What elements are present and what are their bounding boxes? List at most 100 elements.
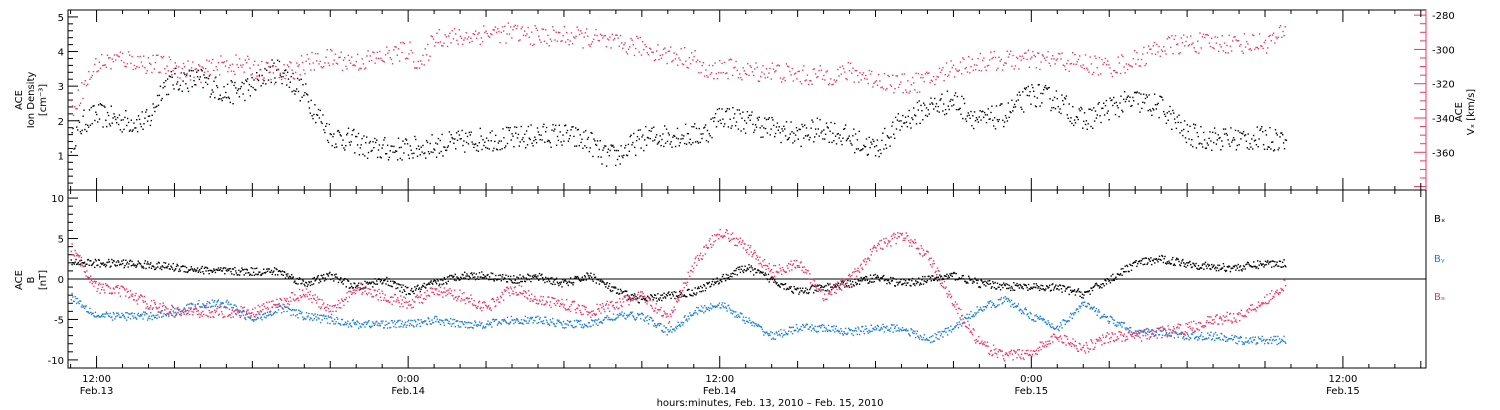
bx-point: [566, 282, 568, 285]
bx-point: [577, 277, 580, 279]
bx-point: [441, 283, 443, 286]
density-point: [130, 119, 132, 121]
by-point: [210, 306, 212, 308]
bx-point: [245, 272, 247, 274]
bx-point: [1129, 263, 1131, 265]
bx-point: [1155, 258, 1158, 260]
vx-point: [547, 34, 549, 37]
bx-point: [1003, 284, 1006, 286]
bx-point: [355, 285, 358, 287]
density-point: [222, 97, 224, 99]
vx-point: [632, 44, 634, 46]
density-point: [1136, 91, 1138, 93]
by-point: [418, 319, 420, 321]
density-point: [757, 119, 759, 121]
density-point: [901, 125, 903, 128]
bx-point: [939, 276, 942, 278]
by-point: [646, 319, 648, 322]
vx-point: [380, 57, 382, 59]
vx-point: [1147, 45, 1150, 47]
bx-point: [896, 281, 898, 284]
by-point: [573, 326, 575, 329]
density-point: [1095, 117, 1098, 119]
bx-point: [1084, 291, 1087, 293]
vx-point: [90, 76, 92, 79]
bx-point: [361, 283, 364, 286]
density-point: [82, 115, 84, 117]
by-point: [266, 315, 268, 317]
vx-point: [601, 34, 603, 37]
density-point: [1121, 109, 1123, 112]
bx-point: [1219, 268, 1221, 270]
bx-point: [1144, 257, 1147, 259]
bx-point: [784, 283, 786, 286]
bx-point: [305, 282, 308, 284]
bx-point: [467, 275, 469, 277]
by-point: [407, 319, 410, 321]
by-point: [309, 317, 312, 319]
vx-point: [255, 77, 257, 79]
vx-point: [1181, 42, 1184, 44]
vx-point: [852, 67, 854, 69]
bx-point: [707, 282, 710, 284]
bx-point: [418, 288, 420, 290]
vx-point: [608, 39, 610, 41]
vx-point: [95, 58, 97, 60]
density-point: [791, 131, 793, 133]
vx-point: [673, 52, 675, 54]
bx-point: [332, 278, 334, 280]
density-point: [336, 130, 339, 132]
bx-point: [444, 278, 446, 280]
by-point: [74, 295, 76, 298]
bx-point: [1130, 264, 1132, 266]
density-point: [1137, 103, 1139, 105]
vx-point: [194, 68, 196, 70]
vx-point: [1136, 51, 1138, 54]
bx-point: [246, 269, 248, 271]
vx-point: [1150, 48, 1152, 50]
bx-point: [230, 270, 232, 273]
vx-point: [625, 51, 627, 53]
vx-point: [910, 84, 913, 86]
density-point: [267, 79, 270, 81]
bx-point: [366, 281, 368, 283]
density-point: [107, 114, 110, 117]
bx-point: [298, 278, 300, 280]
bx-point: [714, 281, 716, 283]
by-point: [82, 306, 84, 308]
bx-point: [739, 271, 742, 274]
bx-point: [935, 278, 937, 280]
bx-point: [175, 265, 178, 268]
density-point: [779, 132, 781, 134]
vx-point: [359, 67, 361, 69]
bx-point: [966, 281, 968, 283]
bx-point: [196, 269, 198, 271]
density-point: [916, 101, 919, 104]
density-point: [1106, 112, 1108, 114]
vx-point: [1240, 43, 1242, 46]
by-point: [558, 319, 560, 322]
density-point: [697, 142, 700, 144]
vx-point: [1264, 39, 1267, 42]
density-point: [599, 140, 601, 142]
density-point: [609, 149, 611, 152]
vx-point: [169, 59, 172, 61]
bx-point: [401, 291, 404, 294]
vx-point: [1199, 32, 1201, 34]
density-point: [908, 109, 910, 112]
density-point: [618, 155, 620, 157]
bx-point: [895, 278, 897, 280]
density-point: [379, 156, 381, 158]
density-point: [841, 143, 843, 146]
bx-point: [537, 275, 539, 277]
bx-point: [747, 268, 749, 270]
density-point: [1063, 103, 1065, 106]
vx-point: [214, 77, 216, 79]
bx-point: [439, 279, 442, 281]
bx-point: [1043, 289, 1045, 291]
density-point: [371, 149, 373, 152]
bx-point: [762, 271, 764, 273]
by-point: [343, 324, 345, 326]
density-point: [963, 102, 966, 105]
vx-point: [1069, 63, 1071, 65]
